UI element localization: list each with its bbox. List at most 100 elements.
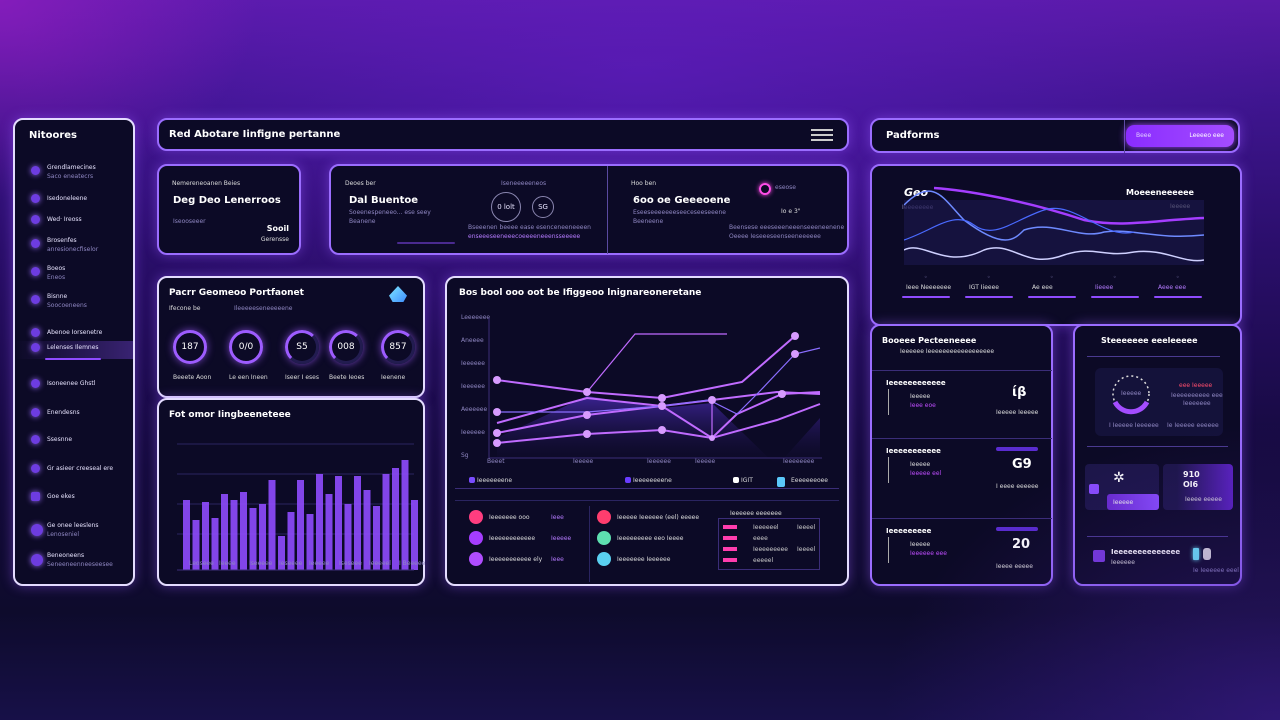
x-axis-label: Ieeeeee (647, 458, 671, 465)
folder-icon (1093, 550, 1105, 562)
platform-chart-panel: Geo Ieeeeeeee Moeeeneeeeee Ieeeee ◦ Ieee… (870, 164, 1242, 326)
gauge-foot: I Ieeeee Ieeeeee (1109, 422, 1159, 429)
kpi-sub: Iseooseeer (173, 218, 206, 225)
kpi-foot-value: Sooil (266, 224, 289, 233)
tile-label: Ieeee eeeee (1185, 496, 1222, 503)
sidebar-item-sub: Seneeneenneeseesee (47, 561, 113, 568)
tile-left[interactable]: ✲ Ieeeee (1085, 464, 1159, 510)
nav-icon (31, 239, 40, 248)
status-dot (597, 531, 611, 545)
kpi-foot: Bseeenen beeee ease esenceneeneeeen (468, 224, 591, 231)
list-item[interactable]: Ieeeeeeeeeee ely Ieee (469, 552, 579, 566)
wave-chart (904, 186, 1204, 265)
kpi-foot: Oeeee Ieseeeseenseeneeeeee (729, 233, 821, 240)
sidebar-item-label: Abenoe Iorsenetre (47, 329, 103, 336)
y-axis-label: Aneeee (461, 337, 484, 344)
sidebar-item[interactable]: Enendesns (15, 406, 133, 424)
platform-action-button[interactable]: Beee Leeeeo eee (1126, 125, 1234, 147)
panel-title: Bos bool ooo oot be Ifiggeoo lnignareone… (459, 288, 702, 298)
legend-swatch (733, 477, 739, 483)
gauge-note: Ieeeeeee (1183, 400, 1211, 407)
sidebar-item[interactable]: Beneoneens Seneeneenneeseesee (15, 552, 133, 570)
status-dot (597, 552, 611, 566)
platform-stat[interactable]: ◦ Ieee Neeeeeee (902, 274, 958, 314)
sidebar-item[interactable]: Bisnne Soocoeneens (15, 293, 133, 311)
list-item[interactable]: Ieeeeeee ooo Ieee (469, 510, 579, 524)
status-dot (597, 510, 611, 524)
ring-label: Le een Ineen (229, 374, 268, 381)
app-icon (1089, 484, 1099, 494)
list-item[interactable]: Ieeeeeee Ieeeeee (597, 552, 712, 566)
sidebar-item-label: Bisnne (47, 293, 68, 300)
kpi-ring-icon: SG (532, 196, 554, 218)
nav-icon (31, 328, 40, 337)
table-row[interactable]: eeeeel (723, 556, 817, 566)
sidebar-title: Nitoores (29, 130, 77, 141)
panel-subtitle: Ileeeeeseneeeeene (234, 305, 293, 312)
puzzle-icon: ✲ (1113, 470, 1125, 486)
mini-table: Ieeeeeel Ieeeel eeee Ieeeeeeeee Ieeeel e… (718, 518, 820, 570)
y-axis-label: Leeeeeee (461, 314, 491, 321)
list-item[interactable]: Ieeeee Ieeeeee (eel) eeeee (597, 510, 712, 524)
hamburger-icon[interactable] (811, 129, 833, 141)
header-bar: Red Abotare Iinfigne pertanne (157, 118, 849, 151)
sidebar-item-label: Lelenses Ilemnes (47, 344, 99, 351)
platform-stat[interactable]: ◦ IGT Iieeee (965, 274, 1021, 314)
sidebar-item-sub: Lenoseniel (47, 531, 80, 538)
sidebar-item[interactable]: Brosenfes anresionecfiselor (15, 237, 133, 255)
sidebar-item-sub: anresionecfiselor (47, 246, 99, 253)
list-item[interactable]: Ieeeeeeeee eeo Ieeee (597, 531, 712, 545)
detail-row[interactable]: Ieeeeeeeeeee Ieeeee Ieeeee eel G9 I eeee… (872, 438, 1052, 508)
gauge-card[interactable]: Ieeeee eee Ieeeee Ieeeeeeeeee eee Ieeeee… (1095, 368, 1223, 436)
kpi-center-value: Io e 3" (781, 208, 801, 215)
sidebar-item-label: Wed· Ireoss (47, 216, 82, 223)
sidebar-item[interactable]: Grendlamecines Saco eneatecrs (15, 164, 133, 182)
nav-icon (31, 554, 43, 566)
gauge-note: Ieeeeeeeeee eee (1171, 392, 1223, 399)
platform-stat[interactable]: ◦ Iieeee (1091, 274, 1147, 314)
kpi-foot: Beensese eeeseeeneeenseeeneenene (729, 224, 845, 231)
sidebar-item[interactable]: Boeos Eneos (15, 265, 133, 283)
sidebar-item-label: Goe ekes (47, 493, 75, 500)
sidebar-item-label: Ge onee leeslens (47, 522, 99, 529)
sidebar-item[interactable]: Isedoneleene (15, 192, 133, 210)
sidebar-item[interactable]: Abenoe Iorsenetre (15, 326, 133, 344)
table-row[interactable]: Ieeeeeel Ieeeel (723, 523, 817, 533)
progress-panel: Pacrr Geomeoo Portfaonet Ifecone be Ilee… (157, 276, 425, 398)
kpi-sub: Soeenespeneeo... ese seey (349, 209, 431, 216)
table-row[interactable]: Ieeeeeeeee Ieeeel (723, 545, 817, 555)
platform-stat[interactable]: ◦ Ae eee (1028, 274, 1084, 314)
tile-right[interactable]: 910 Ol6 Ieeee eeeee (1163, 464, 1233, 510)
ring-label: Iseer I eses (285, 374, 319, 381)
kpi-badge: Iseneeeeeneos (501, 180, 547, 187)
sidebar-item[interactable]: Isoneenee Ghstl (15, 377, 133, 395)
platform-title: Padforms (886, 130, 940, 141)
button-label: Beee (1136, 132, 1152, 139)
kpi-label: Hoo ben (631, 180, 657, 187)
kpi-card-1[interactable]: Nemereneoanen Beies Deg Deo Lenerroos Is… (157, 164, 301, 255)
button-label: Leeeeo eee (1189, 132, 1224, 139)
user-icon (1203, 548, 1211, 560)
detail-row[interactable]: Ieeeeeeeeeeee Ieeeee Ieee eoe ίβ Ieeeee … (872, 370, 1052, 440)
nav-icon (31, 408, 40, 417)
sidebar-item[interactable]: Ge onee leeslens Lenoseniel (15, 522, 133, 540)
sidebar-item[interactable]: Ssesnne (15, 433, 133, 451)
sidebar-item-label: Isoneenee Ghstl (47, 380, 96, 387)
panel-subtitle: Ieeeeee Ieeeeeeeeeeeeeeeeee (900, 348, 995, 355)
status-dot (469, 531, 483, 545)
sidebar-item[interactable]: Goe ekes (15, 490, 133, 508)
nav-icon (31, 524, 43, 536)
panel-title: Booeee Pecteeneeee (882, 336, 977, 345)
sidebar-item[interactable]: Wed· Ireoss (15, 213, 133, 231)
sidebar: Nitoores Grendlamecines Saco eneatecrs I… (13, 118, 135, 586)
detail-row[interactable]: Ieeeeeeeee Ieeeee Ieeeeee eee 20 Ieeee e… (872, 518, 1052, 588)
sidebar-item[interactable]: Lelenses Ilemnes (15, 341, 133, 360)
sidebar-item-label: Enendesns (47, 409, 80, 416)
sidebar-item[interactable]: Gr asieer creeseal ere (15, 462, 133, 480)
list-item[interactable]: Ieeeeeeeeeeee Ieeeee (469, 531, 579, 545)
device-icon (1193, 548, 1199, 560)
y-axis-label: Ieeeeee (461, 429, 485, 436)
platform-stat[interactable]: ◦ Aeee eee (1154, 274, 1210, 314)
gauge-note: eee Ieeeee (1179, 382, 1213, 389)
table-row[interactable]: eeee (723, 534, 817, 544)
